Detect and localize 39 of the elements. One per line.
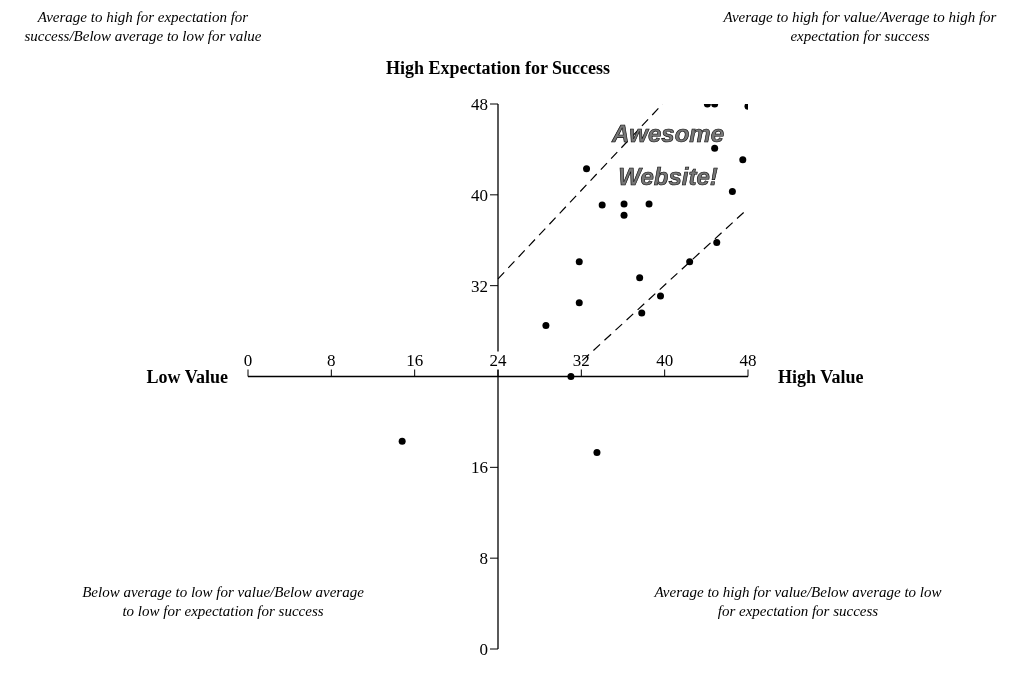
point bbox=[739, 156, 747, 164]
point bbox=[575, 258, 583, 266]
x-tick-label: 16 bbox=[406, 350, 424, 370]
y-tick-label: 8 bbox=[479, 549, 488, 569]
annotation: Below average to low for value/Below average to low for expectation for success bbox=[81, 583, 365, 621]
point bbox=[620, 211, 628, 219]
point bbox=[645, 200, 653, 208]
y-tick-label: 0 bbox=[479, 640, 488, 660]
x-tick-label: 40 bbox=[656, 350, 674, 370]
point bbox=[636, 274, 644, 282]
x-axis-title: High Value bbox=[778, 366, 864, 387]
point bbox=[583, 165, 591, 173]
y-tick-label: 16 bbox=[471, 458, 488, 478]
point bbox=[686, 258, 694, 266]
x-tick-label: 0 bbox=[243, 350, 253, 370]
y-tick-label: 32 bbox=[471, 276, 488, 296]
x-tick-label: 48 bbox=[739, 350, 757, 370]
text: Low Value bbox=[146, 366, 229, 387]
point bbox=[728, 187, 736, 195]
text: Average to high for value/Average to high for expectation for success bbox=[722, 8, 998, 46]
point bbox=[711, 144, 719, 152]
point bbox=[638, 309, 646, 317]
text: Average to high for expectation for success/Below average to low for value bbox=[23, 8, 263, 46]
y-tick-label: 40 bbox=[471, 185, 488, 205]
x-tick-label: 32 bbox=[572, 350, 590, 370]
point bbox=[542, 321, 550, 329]
annotation: Awesome Website! bbox=[610, 120, 725, 190]
point bbox=[598, 201, 606, 209]
annotation: Average to high for value/Below average to low for expectation for success bbox=[653, 583, 943, 621]
y-axis-title: High Expectation for Success bbox=[385, 58, 611, 78]
point bbox=[713, 239, 721, 247]
y-tick-label: 48 bbox=[471, 95, 488, 115]
point bbox=[620, 200, 628, 208]
x-tick-label: 24 bbox=[489, 350, 507, 370]
point bbox=[398, 437, 406, 445]
point bbox=[657, 292, 664, 300]
x-tick-label: 8 bbox=[327, 350, 336, 370]
point bbox=[575, 299, 583, 307]
point bbox=[593, 449, 601, 457]
